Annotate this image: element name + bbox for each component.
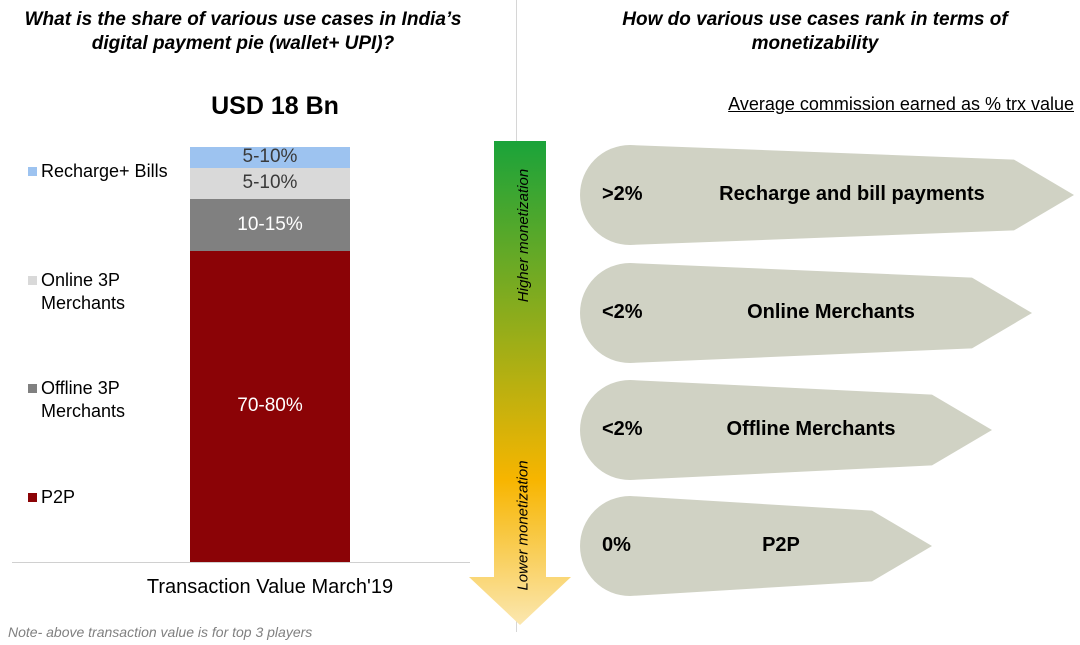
legend-marker	[28, 167, 37, 176]
rank-chevron	[580, 496, 932, 596]
chevron-shape	[580, 496, 932, 596]
legend-item-online: Online 3P Merchants	[0, 269, 150, 317]
rank-commission: <2%	[602, 301, 643, 323]
chevron-shape	[580, 145, 1074, 245]
bar-segment-label: 10-15%	[237, 213, 303, 235]
legend-item-offline: Offline 3P Merchants	[0, 377, 150, 425]
footnote: Note- above transaction value is for top…	[8, 624, 313, 640]
bar-segment-p2p: 70-80%	[190, 250, 350, 562]
legend-label: Online 3P Merchants	[41, 270, 126, 313]
bar-segment-label: 5-10%	[242, 172, 298, 194]
arrow-shape	[469, 141, 571, 625]
rank-chevron	[580, 380, 992, 480]
rank-label: Online Merchants	[747, 301, 915, 323]
legend-item-recharge: Recharge+ Bills	[0, 160, 190, 184]
bar-segment-online: 5-10%	[190, 167, 350, 199]
arrow-top-label-box: Higher monetization	[512, 150, 534, 320]
rank-label: Offline Merchants	[726, 418, 896, 440]
rank-commission: 0%	[602, 534, 631, 556]
stacked-bar: 5-10% 5-10% 10-15% 70-80%	[190, 146, 350, 562]
rank-row-offline: <2% Offline Merchants	[580, 380, 992, 480]
rank-row-p2p: 0% P2P	[580, 496, 932, 596]
rank-row-recharge: >2% Recharge and bill payments	[580, 145, 1074, 245]
monetization-arrow	[469, 141, 571, 625]
commission-heading: Average commission earned as % trx value	[728, 94, 1074, 114]
legend-label: Offline 3P Merchants	[41, 378, 126, 421]
rank-chevron	[580, 145, 1074, 245]
rank-commission: <2%	[602, 418, 643, 440]
bar-segment-recharge: 5-10%	[190, 146, 350, 168]
chart-total-title: USD 18 Bn	[211, 92, 339, 120]
left-question-title: What is the share of various use cases i…	[24, 9, 462, 54]
legend-item-p2p: P2P	[0, 486, 150, 510]
right-question-title: How do various use cases rank in terms o…	[622, 9, 1008, 54]
arrow-bottom-label: Lower monetization	[514, 459, 532, 591]
chevron-shape	[580, 380, 992, 480]
bar-segment-label: 70-80%	[237, 395, 303, 417]
bar-segment-label: 5-10%	[242, 146, 298, 168]
rank-label: P2P	[762, 534, 800, 556]
arrow-top-label: Higher monetization	[514, 168, 532, 302]
legend-marker	[28, 493, 37, 502]
rank-commission: >2%	[602, 183, 643, 205]
x-axis-label: Transaction Value March'19	[146, 576, 394, 598]
legend-marker	[28, 384, 37, 393]
chevron-shape	[580, 263, 1032, 363]
legend-label: Recharge+ Bills	[41, 161, 168, 181]
rank-chevron	[580, 263, 1032, 363]
rank-row-online: <2% Online Merchants	[580, 263, 1032, 363]
arrow-bottom-label-box: Lower monetization	[512, 440, 534, 610]
chart-baseline	[12, 562, 470, 563]
legend-marker	[28, 276, 37, 285]
bar-segment-offline: 10-15%	[190, 198, 350, 251]
rank-label: Recharge and bill payments	[719, 183, 985, 205]
legend-label: P2P	[41, 487, 76, 507]
